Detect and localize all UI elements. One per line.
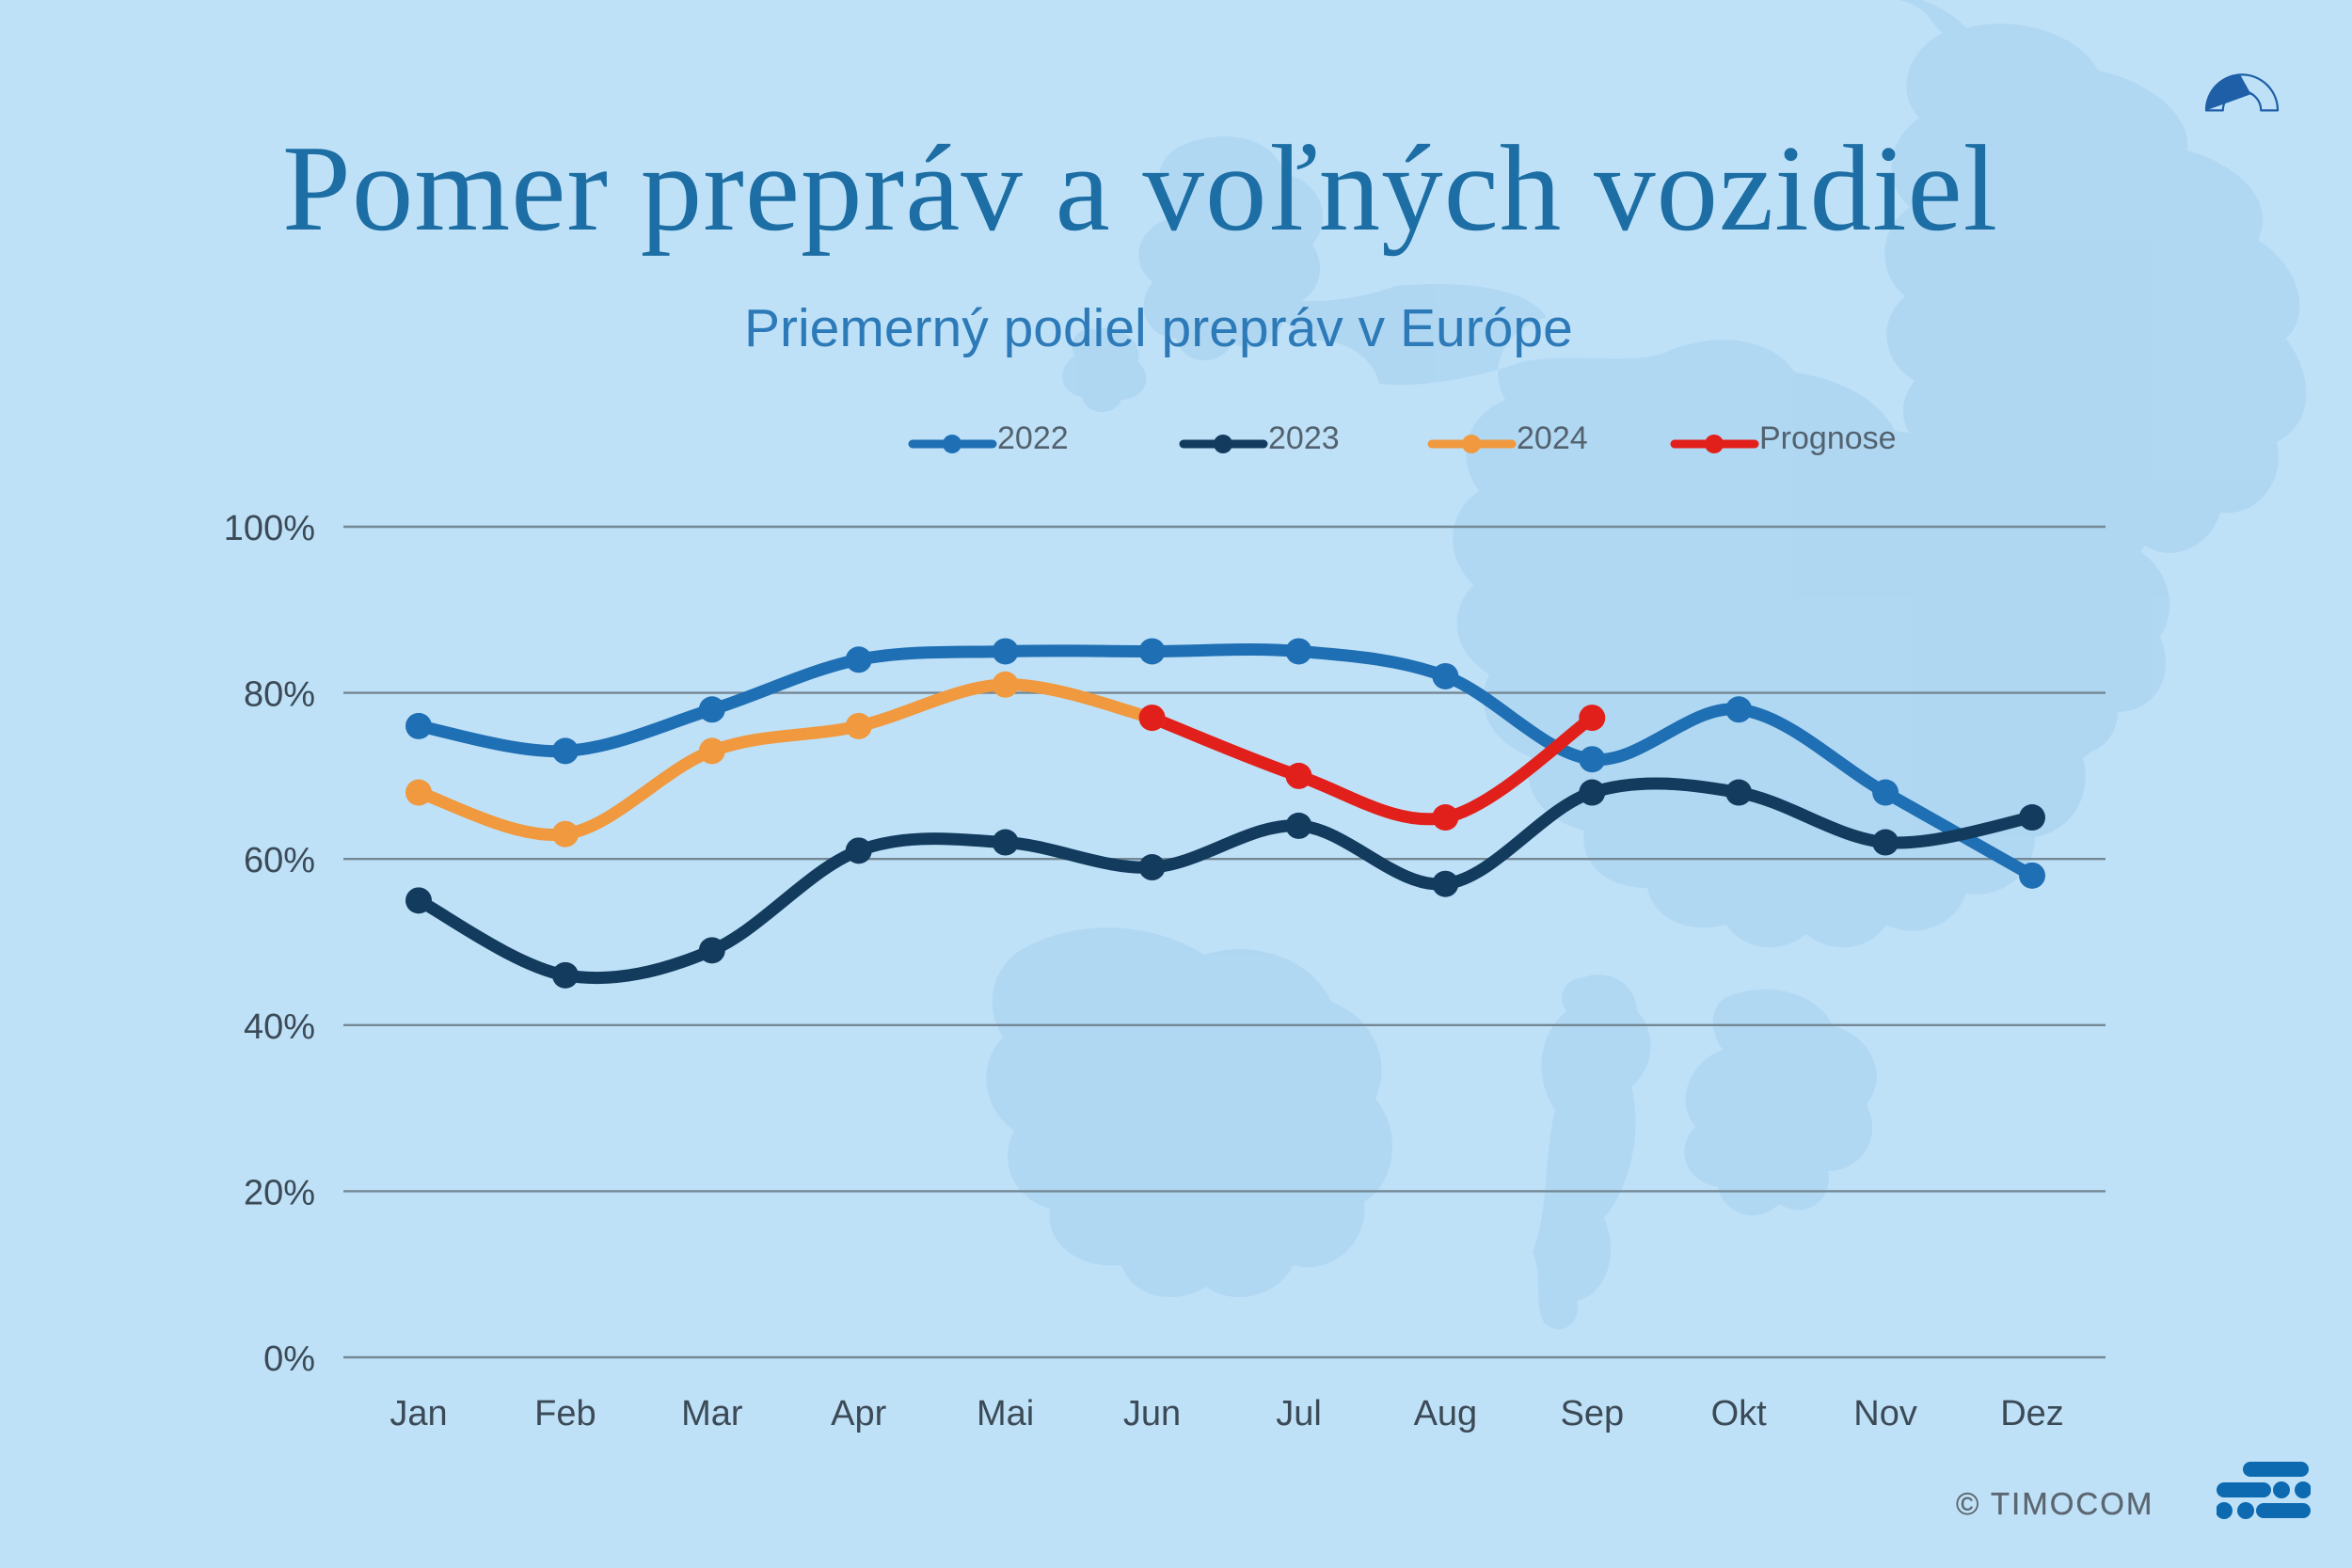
svg-text:Nov: Nov	[1853, 1394, 1917, 1433]
svg-text:Mar: Mar	[681, 1394, 743, 1433]
svg-text:Feb: Feb	[534, 1394, 596, 1433]
svg-text:Apr: Apr	[831, 1394, 886, 1433]
svg-text:Jun: Jun	[1123, 1394, 1181, 1433]
svg-text:100%: 100%	[224, 509, 315, 548]
svg-text:0%: 0%	[263, 1339, 315, 1379]
svg-text:Mai: Mai	[977, 1394, 1034, 1433]
svg-text:Sep: Sep	[1560, 1394, 1624, 1433]
svg-text:Dez: Dez	[2000, 1394, 2064, 1433]
svg-text:80%: 80%	[244, 675, 315, 715]
svg-text:Aug: Aug	[1414, 1394, 1478, 1433]
svg-text:Jan: Jan	[389, 1394, 447, 1433]
svg-text:60%: 60%	[244, 841, 315, 880]
svg-text:20%: 20%	[244, 1173, 315, 1212]
svg-text:40%: 40%	[244, 1007, 315, 1047]
svg-text:Jul: Jul	[1276, 1394, 1322, 1433]
svg-text:Okt: Okt	[1711, 1394, 1768, 1433]
